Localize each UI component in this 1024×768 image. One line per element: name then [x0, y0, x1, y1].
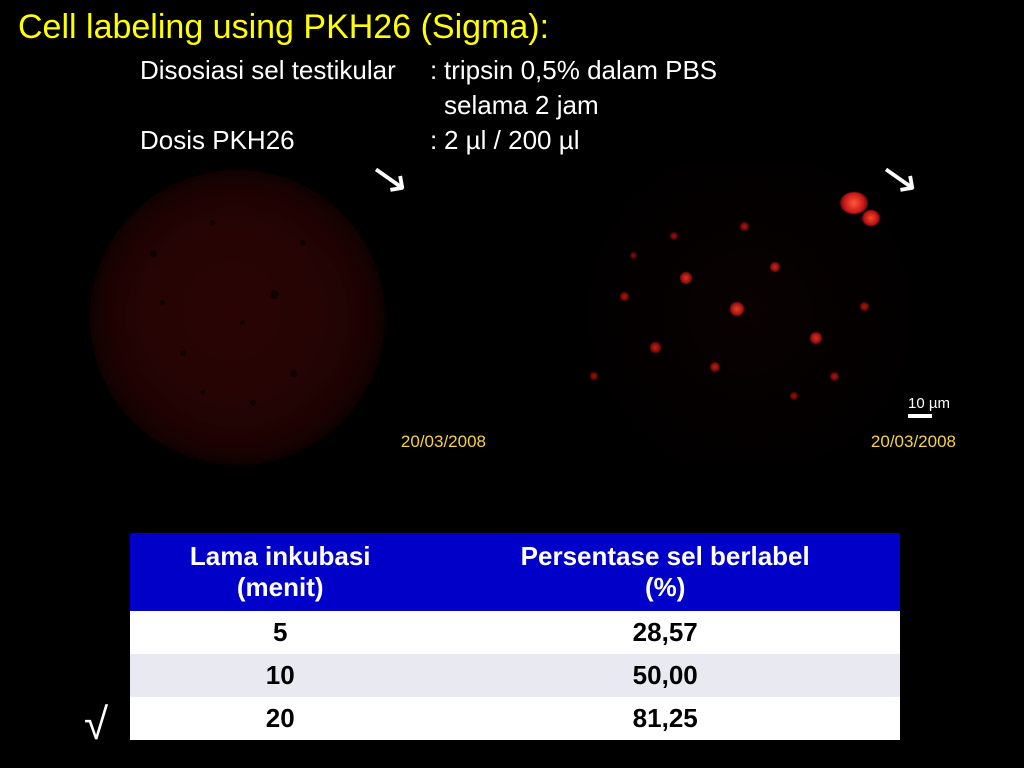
colon-sep: :	[430, 53, 444, 88]
cell-incubation: 5	[130, 611, 430, 654]
micrograph-right: 10 µm 20/03/2008	[530, 162, 970, 462]
datestamp-left: 20/03/2008	[401, 432, 486, 452]
scale-bar: 10 µm	[908, 395, 950, 418]
datestamp-right: 20/03/2008	[871, 432, 956, 452]
info-label-1: Disosiasi sel testikular	[140, 53, 430, 88]
scale-bar-line	[908, 414, 932, 418]
info-value-2: 2 µl / 200 µl	[444, 123, 579, 158]
microscopy-panel: 20/03/2008 ↙ 10 µm 20/03/2008 ↙	[0, 162, 1024, 482]
info-value-1-cont: selama 2 jam	[444, 88, 599, 123]
colon-sep: :	[430, 123, 444, 158]
info-block: Disosiasi sel testikular : tripsin 0,5% …	[0, 47, 1024, 158]
cell-incubation: 10	[130, 654, 430, 697]
results-table-wrap: Lama inkubasi (menit) Persentase sel ber…	[130, 533, 900, 740]
cell-percent: 81,25	[430, 697, 900, 740]
col-header-incubation: Lama inkubasi (menit)	[130, 533, 430, 611]
micrograph-left: 20/03/2008	[60, 162, 500, 462]
cell-field-dim	[90, 170, 385, 465]
checkmark-icon: √	[84, 700, 108, 750]
table-row: 10 50,00	[130, 654, 900, 697]
cell-percent: 50,00	[430, 654, 900, 697]
col-header-percentage: Persentase sel berlabel (%)	[430, 533, 900, 611]
table-row: 5 28,57	[130, 611, 900, 654]
info-value-1: tripsin 0,5% dalam PBS	[444, 53, 717, 88]
cell-incubation: 20	[130, 697, 430, 740]
scale-label: 10 µm	[908, 395, 950, 412]
table-row: 20 81,25	[130, 697, 900, 740]
results-table: Lama inkubasi (menit) Persentase sel ber…	[130, 533, 900, 740]
cell-percent: 28,57	[430, 611, 900, 654]
slide-title: Cell labeling using PKH26 (Sigma):	[0, 0, 1024, 47]
